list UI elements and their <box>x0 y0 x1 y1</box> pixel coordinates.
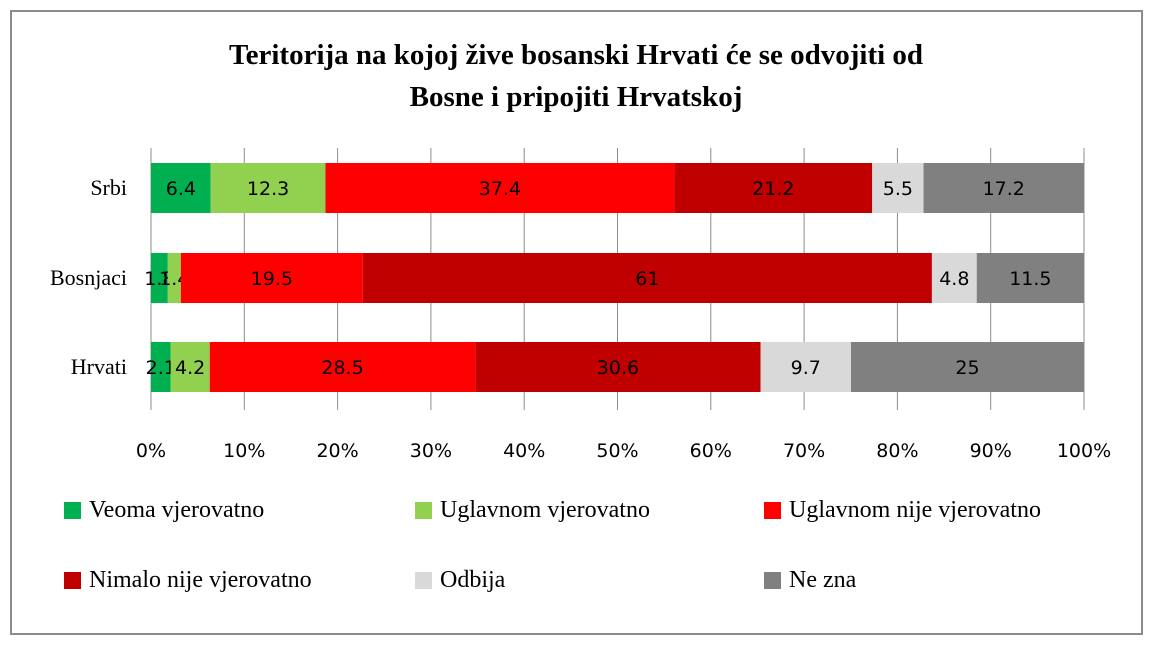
data-label: 37.4 <box>479 178 521 200</box>
bar-segment <box>872 163 924 213</box>
tick-label: 0% <box>136 440 166 462</box>
chart-frame <box>10 10 1143 635</box>
legend-swatch <box>64 572 81 589</box>
chart-legend: Veoma vjerovatno Uglavnom vjerovatno Uglav… <box>64 497 1124 607</box>
category-label: Bosnjaci <box>50 265 127 290</box>
tick-label: 90% <box>970 440 1012 462</box>
bar-segment <box>170 342 210 392</box>
data-label: 25 <box>955 357 979 379</box>
bar-segment <box>923 163 1084 213</box>
legend-item: Uglavnom vjerovatno <box>415 497 650 524</box>
data-label: 61 <box>635 268 659 290</box>
data-label: 4.8 <box>939 268 969 290</box>
data-label: 1.8 <box>144 268 174 290</box>
tick-label: 20% <box>316 440 358 462</box>
legend-label: Uglavnom vjerovatno <box>440 497 650 523</box>
legend-label: Odbija <box>440 567 506 593</box>
category-label: Srbi <box>90 175 127 200</box>
bar-segment <box>209 342 476 392</box>
bar-segment <box>180 253 363 303</box>
bar-segment <box>167 253 181 303</box>
legend-swatch <box>764 502 781 519</box>
tick-label: 100% <box>1057 440 1111 462</box>
tick-label: 30% <box>410 440 452 462</box>
data-label: 30.6 <box>597 357 639 379</box>
legend-label: Ne zna <box>789 567 857 593</box>
tick-label: 80% <box>876 440 918 462</box>
data-label: 28.5 <box>321 357 363 379</box>
tick-label: 40% <box>503 440 545 462</box>
bar-segment <box>674 163 873 213</box>
chart-title: Teritorija na kojoj žive bosanski Hrvati… <box>0 34 1152 118</box>
legend-item: Ne zna <box>764 567 856 594</box>
legend-item: Nimalo nije vjerovatno <box>64 567 312 594</box>
data-label: 6.4 <box>166 178 196 200</box>
bar-segment <box>976 253 1084 303</box>
bar-segment <box>931 253 977 303</box>
bar-segment <box>325 163 675 213</box>
bar-segment <box>151 342 171 392</box>
data-label: 17.2 <box>983 178 1025 200</box>
bar-segment <box>850 342 1084 392</box>
legend-item: Veoma vjerovatno <box>64 497 264 524</box>
data-label: 21.2 <box>752 178 794 200</box>
legend-swatch <box>415 572 432 589</box>
bar-segment <box>210 163 326 213</box>
legend-label: Nimalo nije vjerovatno <box>89 567 312 593</box>
tick-label: 50% <box>596 440 638 462</box>
data-label: 12.3 <box>247 178 289 200</box>
bar-segment <box>151 163 211 213</box>
tick-label: 10% <box>223 440 265 462</box>
data-label: 5.5 <box>883 178 913 200</box>
legend-swatch <box>415 502 432 519</box>
legend-swatch <box>764 572 781 589</box>
legend-label: Veoma vjerovatno <box>89 497 265 523</box>
legend-item: Uglavnom nije vjerovatno <box>764 497 1041 524</box>
data-label: 4.2 <box>175 357 205 379</box>
tick-label: 70% <box>783 440 825 462</box>
legend-label: Uglavnom nije vjerovatno <box>789 497 1041 523</box>
bar-segment <box>151 253 168 303</box>
chart-title-line-2: Bosne i pripojiti Hrvatskoj <box>409 81 743 113</box>
data-label: 9.7 <box>791 357 821 379</box>
category-label: Hrvati <box>71 354 127 379</box>
data-label: 2.1 <box>146 357 176 379</box>
tick-label: 60% <box>690 440 732 462</box>
data-label: 19.5 <box>251 268 293 290</box>
bar-segment <box>362 253 932 303</box>
data-label: 11.5 <box>1009 268 1051 290</box>
chart-title-line-1: Teritorija na kojoj žive bosanski Hrvati… <box>228 39 924 71</box>
bar-segment <box>475 342 761 392</box>
legend-swatch <box>64 502 81 519</box>
bar-segment <box>760 342 851 392</box>
legend-item: Odbija <box>415 567 505 594</box>
